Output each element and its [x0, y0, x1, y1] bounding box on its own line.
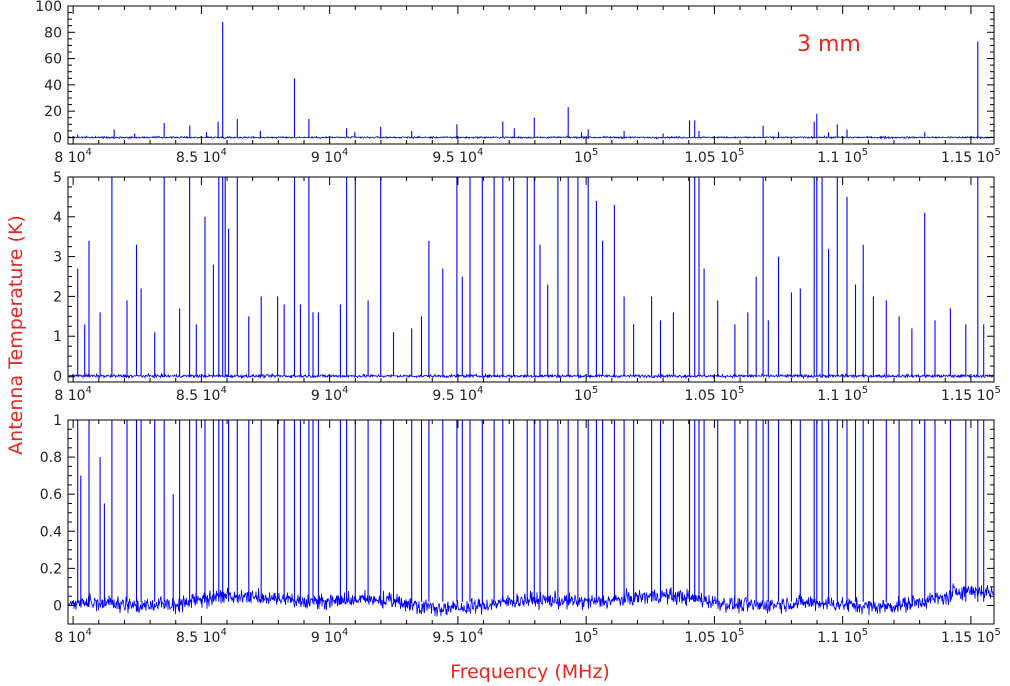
y-tick-label: 80 — [44, 25, 62, 41]
y-tick-label: 40 — [44, 78, 62, 94]
y-axis-title: Antenna Temperature (K) — [5, 215, 27, 455]
x-tick-label: 1.05 105 — [684, 627, 744, 646]
x-tick-label: 8.5 104 — [176, 627, 227, 646]
spectrum-panel-bottom: 00.20.40.60.818 104 8.5 104 9 104 9.5 104 10… — [40, 413, 1001, 646]
y-tick-label: 0.2 — [40, 561, 62, 577]
y-tick-label: 3 — [53, 250, 62, 266]
panel-frame — [67, 176, 995, 383]
x-tick-label: 8 104 — [54, 627, 92, 646]
panel-frame — [67, 5, 995, 145]
x-tick-label: 1.15 105 — [941, 385, 1001, 404]
y-tick-label: 4 — [53, 210, 62, 226]
x-tick-label: 1.15 105 — [941, 627, 1001, 646]
x-tick-label: 9.5 104 — [432, 385, 483, 404]
y-tick-label: 1 — [53, 413, 62, 429]
y-tick-label: 0.8 — [40, 450, 62, 466]
x-tick-label: 8.5 104 — [176, 385, 227, 404]
x-tick-label: 9 104 — [311, 147, 349, 166]
x-tick-label: 1.1 105 — [817, 385, 868, 404]
x-tick-label: 1.05 105 — [684, 385, 744, 404]
band-label: 3 mm — [797, 32, 861, 57]
x-tick-label: 9 104 — [311, 627, 349, 646]
x-tick-label: 1.05 105 — [684, 147, 744, 166]
y-tick-label: 1 — [53, 329, 62, 345]
y-tick-label: 0 — [53, 130, 62, 146]
y-tick-label: 20 — [44, 104, 62, 120]
y-tick-label: 2 — [53, 289, 62, 305]
y-tick-label: 5 — [53, 170, 62, 186]
x-tick-label: 1.15 105 — [941, 147, 1001, 166]
y-tick-label: 0.4 — [40, 524, 62, 540]
x-axis-title: Frequency (MHz) — [450, 661, 610, 683]
y-tick-label: 0 — [53, 369, 62, 385]
x-tick-label: 9.5 104 — [432, 627, 483, 646]
x-tick-label: 8 104 — [54, 385, 92, 404]
x-tick-label: 8.5 104 — [176, 147, 227, 166]
y-tick-label: 0.6 — [40, 487, 62, 503]
x-tick-label: 8 104 — [54, 147, 92, 166]
y-tick-label: 60 — [44, 52, 62, 68]
y-tick-label: 100 — [35, 0, 62, 15]
x-tick-label: 1.1 105 — [817, 627, 868, 646]
x-tick-label: 9 104 — [311, 385, 349, 404]
x-tick-label: 9.5 104 — [432, 147, 483, 166]
y-tick-label: 0 — [53, 598, 62, 614]
x-tick-label: 1.1 105 — [817, 147, 868, 166]
